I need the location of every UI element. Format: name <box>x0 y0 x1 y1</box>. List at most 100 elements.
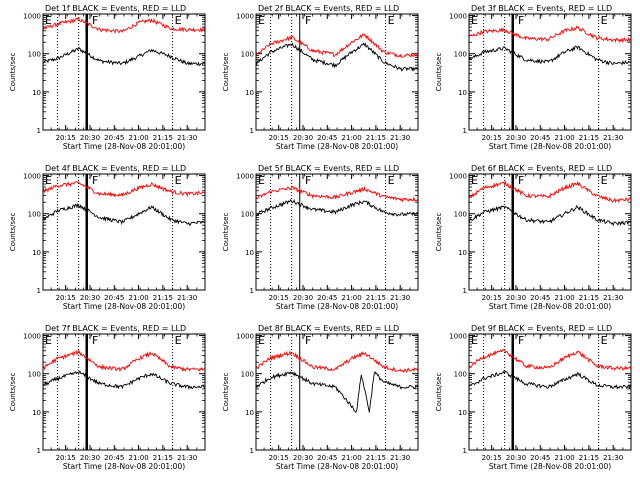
y-tick-label: 1000 <box>23 173 41 181</box>
interval-label: E <box>601 14 608 27</box>
series-lld-line <box>255 185 419 203</box>
x-axis-label: Start Time (28-Nov-08 20:01:00) <box>276 142 398 151</box>
interval-label: E <box>175 334 182 347</box>
interval-label: F <box>518 334 524 347</box>
y-axis-label: Counts/sec <box>435 373 443 412</box>
y-tick-label: 1000 <box>236 333 254 341</box>
chart-title: Det 6f BLACK = Events, RED = LLD <box>471 164 612 173</box>
x-tick-label: 20:15 <box>482 294 502 302</box>
x-tick-label: 21:15 <box>366 454 386 462</box>
x-tick-label: 20:30 <box>506 294 526 302</box>
x-tick-label: 20:45 <box>317 134 337 142</box>
y-tick-label: 100 <box>241 211 254 219</box>
interval-label: F <box>305 14 311 27</box>
x-tick-label: 21:30 <box>603 134 623 142</box>
x-tick-label: 21:30 <box>177 294 197 302</box>
y-tick-label: 100 <box>28 211 41 219</box>
x-tick-label: 21:30 <box>603 294 623 302</box>
series-lld-line <box>42 180 206 198</box>
series-lld-line <box>468 349 632 372</box>
x-tick-label: 20:30 <box>293 134 313 142</box>
plot-frame <box>255 173 419 291</box>
chart-panel-5: Det 5f BLACK = Events, RED = LLD 1 10 100 10… <box>222 164 419 311</box>
y-tick-label: 100 <box>28 51 41 59</box>
y-tick-label: 100 <box>454 51 467 59</box>
y-tick-label: 100 <box>454 371 467 379</box>
x-tick-label: 21:00 <box>341 454 361 462</box>
interval-label: F <box>305 334 311 347</box>
x-tick-label: 20:15 <box>56 294 76 302</box>
x-tick-label: 20:15 <box>482 454 502 462</box>
x-tick-label: 20:15 <box>56 454 76 462</box>
series-lld-line <box>255 33 419 58</box>
x-tick-label: 20:30 <box>293 294 313 302</box>
chart-panel-2: Det 2f BLACK = Events, RED = LLD 1 10 100 10… <box>222 4 419 151</box>
x-axis-label: Start Time (28-Nov-08 20:01:00) <box>489 142 611 151</box>
plot-frame <box>255 333 419 451</box>
x-tick-label: 20:45 <box>317 454 337 462</box>
x-tick-label: 20:45 <box>104 294 124 302</box>
y-axis-label: Counts/sec <box>9 373 17 412</box>
plot-frame <box>468 13 632 131</box>
y-tick-label: 1 <box>250 447 254 455</box>
y-tick-label: 10 <box>458 89 467 97</box>
y-tick-label: 1 <box>463 447 467 455</box>
interval-label: E <box>258 14 265 27</box>
y-axis-label: Counts/sec <box>222 213 230 252</box>
x-tick-label: 21:15 <box>579 134 599 142</box>
x-tick-label: 20:15 <box>269 294 289 302</box>
x-tick-label: 20:30 <box>293 454 313 462</box>
chart-title: Det 2f BLACK = Events, RED = LLD <box>258 4 399 13</box>
x-tick-label: 21:15 <box>366 294 386 302</box>
series-events-line <box>42 47 206 67</box>
chart-panel-4: Det 4f BLACK = Events, RED = LLD 1 10 100 10… <box>9 164 206 311</box>
x-tick-label: 20:15 <box>56 134 76 142</box>
interval-label: E <box>471 334 478 347</box>
y-tick-label: 100 <box>454 211 467 219</box>
x-tick-label: 20:45 <box>104 454 124 462</box>
interval-label: E <box>388 174 395 187</box>
chart-title: Det 7f BLACK = Events, RED = LLD <box>45 324 186 333</box>
interval-label: F <box>305 174 311 187</box>
x-tick-label: 20:15 <box>269 134 289 142</box>
x-tick-label: 20:15 <box>269 454 289 462</box>
series-lld-line <box>255 350 419 374</box>
x-tick-label: 20:30 <box>506 134 526 142</box>
interval-label: E <box>601 334 608 347</box>
interval-label: F <box>92 14 98 27</box>
plot-frame <box>255 13 419 131</box>
interval-label: F <box>518 14 524 27</box>
chart-title: Det 1f BLACK = Events, RED = LLD <box>45 4 186 13</box>
plot-frame <box>42 333 206 451</box>
y-tick-label: 1000 <box>236 173 254 181</box>
series-lld-line <box>468 180 632 204</box>
x-tick-label: 21:15 <box>153 454 173 462</box>
series-events-line <box>468 45 632 66</box>
series-lld-line <box>42 16 206 34</box>
interval-label: E <box>45 334 52 347</box>
x-tick-label: 20:45 <box>530 294 550 302</box>
interval-label: F <box>92 174 98 187</box>
chart-panel-7: Det 7f BLACK = Events, RED = LLD 1 10 100 10… <box>9 324 206 471</box>
x-tick-label: 21:30 <box>390 134 410 142</box>
plot-frame <box>42 173 206 291</box>
chart-panel-8: Det 8f BLACK = Events, RED = LLD 1 10 100 10… <box>222 324 419 471</box>
y-tick-label: 1 <box>37 287 41 295</box>
chart-panel-1: Det 1f BLACK = Events, RED = LLD 1 10 100 10… <box>9 4 206 151</box>
y-tick-label: 10 <box>245 409 254 417</box>
interval-label: E <box>258 334 265 347</box>
plot-frame <box>468 173 632 291</box>
x-tick-label: 21:15 <box>366 134 386 142</box>
x-tick-label: 21:30 <box>177 134 197 142</box>
interval-label: E <box>175 14 182 27</box>
series-events-line <box>255 370 419 413</box>
y-axis-label: Counts/sec <box>222 373 230 412</box>
x-tick-label: 21:00 <box>341 294 361 302</box>
x-tick-label: 21:30 <box>390 294 410 302</box>
plot-frame <box>468 333 632 451</box>
interval-label: E <box>388 14 395 27</box>
interval-label: E <box>175 174 182 187</box>
series-events-line <box>42 202 206 226</box>
interval-label: E <box>601 174 608 187</box>
y-tick-label: 1000 <box>236 13 254 21</box>
